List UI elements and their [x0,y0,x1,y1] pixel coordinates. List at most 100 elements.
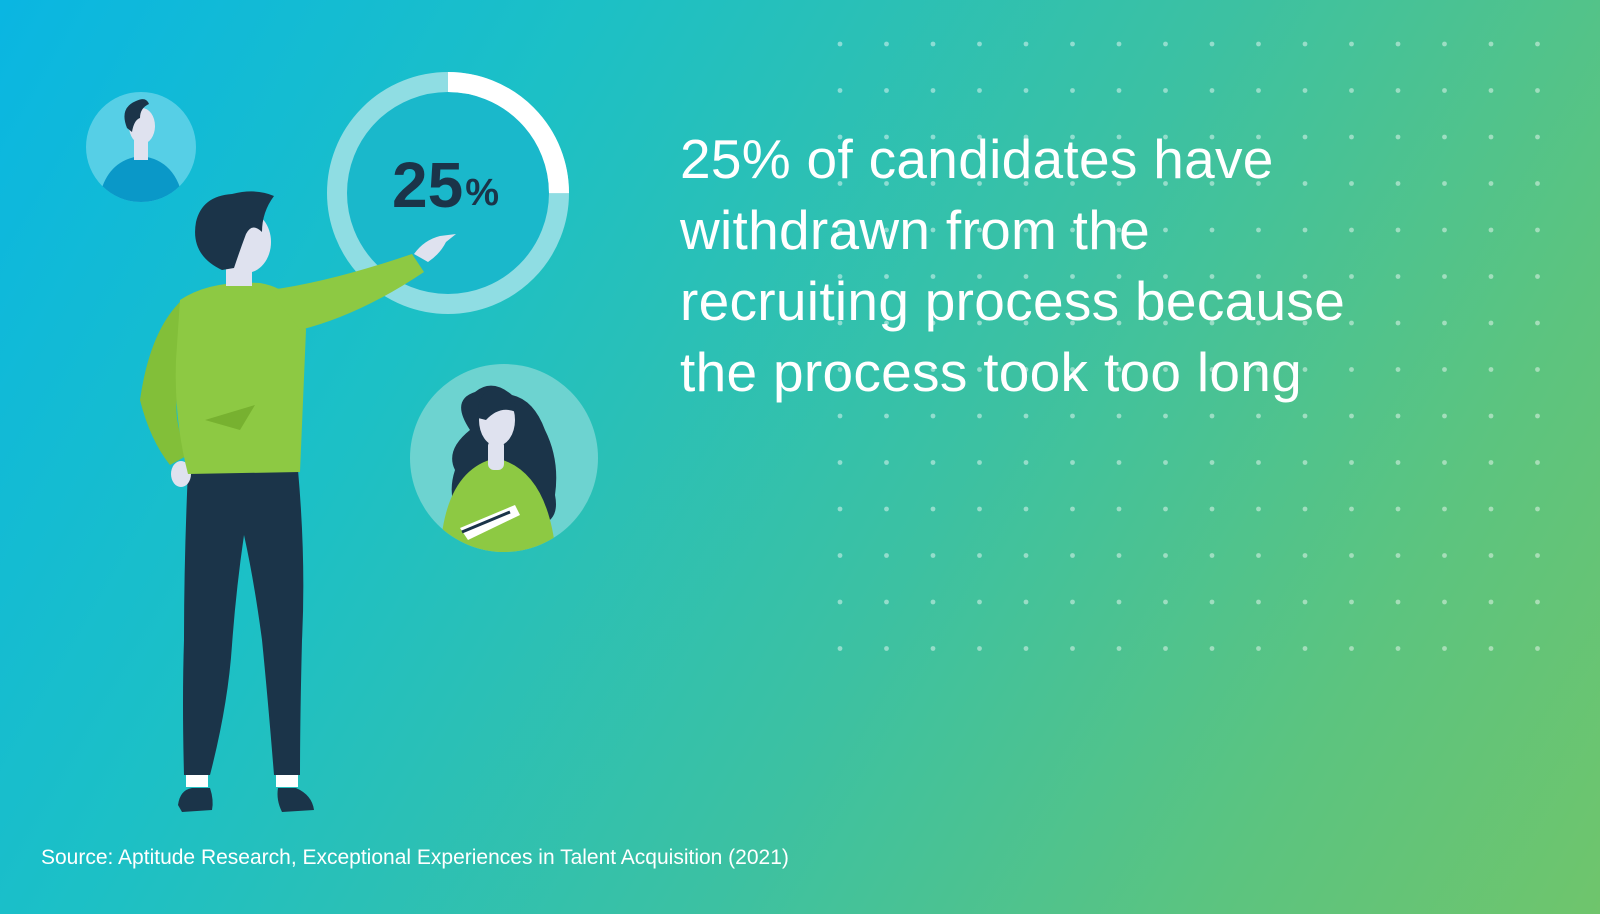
pattern-dot [1442,460,1447,465]
pattern-dot [1070,320,1075,326]
stat-value: 25% [392,150,499,228]
pattern-dot [1209,646,1215,651]
pattern-dot [1209,506,1215,512]
pattern-dot [1116,506,1122,512]
pattern-dot [930,274,936,279]
pattern-dot [1442,320,1447,326]
pattern-dot [1116,227,1122,233]
pattern-dot [977,460,982,465]
pattern-dot [1070,181,1075,186]
pattern-dot [1535,134,1540,140]
pattern-dot [1163,367,1168,372]
pattern-dot [1256,320,1261,326]
pattern-dot [1535,41,1540,47]
pattern-dot [930,134,936,140]
pattern-dot [1023,134,1029,140]
pattern-dot [1488,181,1494,186]
pattern-dot [1395,134,1401,140]
pattern-dot [837,646,843,651]
pattern-dot [1535,506,1540,512]
pattern-dot [1442,134,1447,140]
pattern-dot [1442,227,1447,233]
headline: 25% of candidates have withdrawn from th… [680,124,1560,408]
pattern-dot [837,181,843,186]
pattern-dot [977,274,982,279]
pattern-dot [1070,506,1075,512]
pattern-dot [1349,646,1354,651]
pattern-dot [1442,367,1447,372]
pattern-dot [1442,274,1447,279]
pattern-dot [837,134,843,140]
pattern-dot [1395,553,1401,558]
pattern-dot [1349,88,1354,93]
pattern-dot [1070,227,1075,233]
pattern-dot [837,413,843,419]
pattern-dot [884,506,889,512]
pattern-dot [1023,599,1029,605]
pattern-dot [1116,88,1122,93]
pattern-dot [1349,599,1354,605]
pattern-dot [1302,181,1308,186]
pattern-dot [977,413,982,419]
pattern-dot [884,599,889,605]
pattern-dot [837,41,843,47]
pattern-dot [977,599,982,605]
pattern-dot [1023,506,1029,512]
pattern-dot [1349,227,1354,233]
pattern-dot [1209,413,1215,419]
pattern-dot [1302,506,1308,512]
pattern-dot [884,646,889,651]
pattern-dot [977,506,982,512]
pattern-dot [1116,646,1122,651]
pattern-dot [1163,274,1168,279]
pattern-dot [1488,646,1494,651]
stat-number: 25 [392,149,464,221]
pattern-dot [1535,646,1540,651]
pattern-dot [1116,413,1122,419]
pattern-dot [1488,506,1494,512]
pattern-dot [1256,181,1261,186]
pattern-dot [930,367,936,372]
pattern-dot [1070,413,1075,419]
pattern-dot [930,646,936,651]
pattern-dot [1302,227,1308,233]
pattern-dot [1070,134,1075,140]
pattern-dot [1023,460,1029,465]
pattern-dot [1488,320,1494,326]
pattern-dot [1349,413,1354,419]
pattern-dot [1442,181,1447,186]
pattern-dot [1302,413,1308,419]
pattern-dot [1163,320,1168,326]
pattern-dot [1395,460,1401,465]
pattern-dot [1302,274,1308,279]
pattern-dot [1116,553,1122,558]
pattern-dot [884,41,889,47]
pattern-dot [1209,553,1215,558]
pattern-dot [1256,367,1261,372]
pattern-dot [1116,599,1122,605]
headline-line: 25% of candidates have [680,128,1274,190]
pattern-dot [1302,320,1308,326]
pattern-dot [1023,227,1029,233]
pattern-dot [884,181,889,186]
pattern-dot [977,367,982,372]
pattern-dot [930,88,936,93]
pattern-dot [884,134,889,140]
pattern-dot [1535,227,1540,233]
pattern-dot [1163,227,1168,233]
pattern-dot [1023,274,1029,279]
pattern-dot [1395,181,1401,186]
pattern-dot [1209,599,1215,605]
pattern-dot [977,41,982,47]
pattern-dot [1349,460,1354,465]
man-avatar-icon [86,92,196,202]
pattern-dot [1302,88,1308,93]
pattern-dot [1395,320,1401,326]
pattern-dot [1535,88,1540,93]
pattern-dot [1349,367,1354,372]
pattern-dot [930,506,936,512]
pattern-dot [1442,599,1447,605]
pattern-dot [1395,88,1401,93]
